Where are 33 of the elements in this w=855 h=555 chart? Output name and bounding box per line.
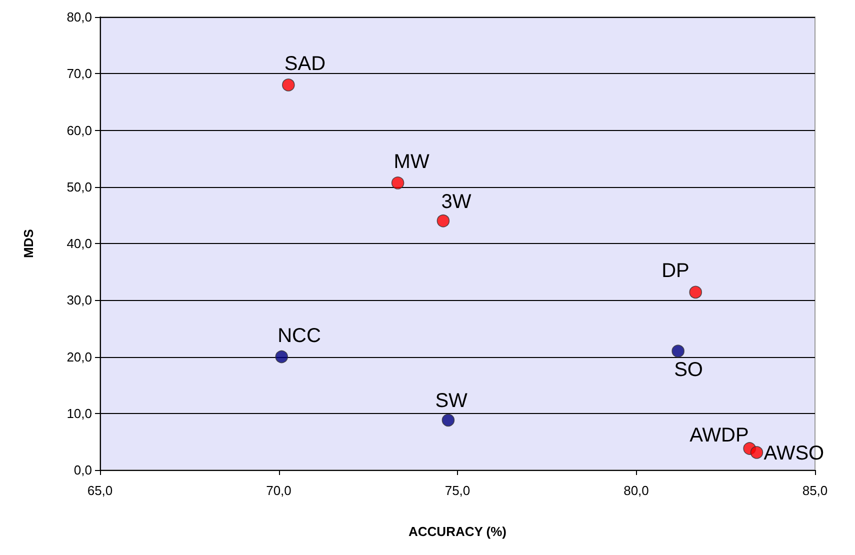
point bbox=[750, 446, 764, 459]
point bbox=[275, 350, 288, 364]
point bbox=[442, 414, 455, 427]
point bbox=[391, 176, 404, 190]
y-tick-label: 40,0 bbox=[66, 236, 92, 251]
y-tick-label: 0,0 bbox=[74, 462, 92, 478]
annotation: AWSO bbox=[764, 442, 824, 464]
annotation: SW bbox=[435, 390, 468, 412]
x-tick-label: 65,0 bbox=[87, 483, 113, 498]
y-axis-title: MDS bbox=[21, 228, 36, 258]
annotation: MW bbox=[394, 150, 430, 173]
annotation: DP bbox=[662, 260, 690, 282]
y-tick-label: 70,0 bbox=[66, 66, 92, 82]
x-tick-label: 85,0 bbox=[802, 483, 828, 498]
point bbox=[689, 286, 702, 299]
y-tick-label: 60,0 bbox=[66, 122, 92, 138]
point bbox=[436, 214, 450, 228]
y-tick-label: 20,0 bbox=[66, 349, 92, 364]
annotation: AWDP bbox=[690, 424, 749, 446]
point bbox=[282, 78, 295, 92]
x-tick-label: 70,0 bbox=[266, 483, 292, 498]
annotation: SO bbox=[674, 359, 703, 382]
y-tick-label: 30,0 bbox=[66, 292, 92, 308]
x-tick-label: 80,0 bbox=[624, 483, 649, 498]
annotation: 3W bbox=[441, 190, 472, 213]
annotation: SAD bbox=[284, 52, 326, 75]
point bbox=[672, 344, 684, 358]
x-tick-label: 75,0 bbox=[444, 483, 470, 498]
y-tick-label: 80,0 bbox=[66, 10, 92, 24]
annotation: NCC bbox=[278, 324, 321, 347]
y-tick-label: 50,0 bbox=[66, 179, 92, 194]
x-axis-title: ACCURACY (%) bbox=[408, 524, 506, 539]
y-tick-label: 10,0 bbox=[66, 406, 92, 421]
